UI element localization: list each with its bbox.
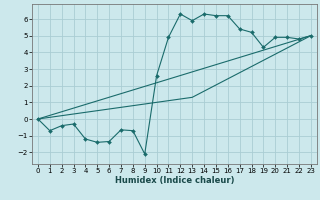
X-axis label: Humidex (Indice chaleur): Humidex (Indice chaleur) [115, 176, 234, 185]
